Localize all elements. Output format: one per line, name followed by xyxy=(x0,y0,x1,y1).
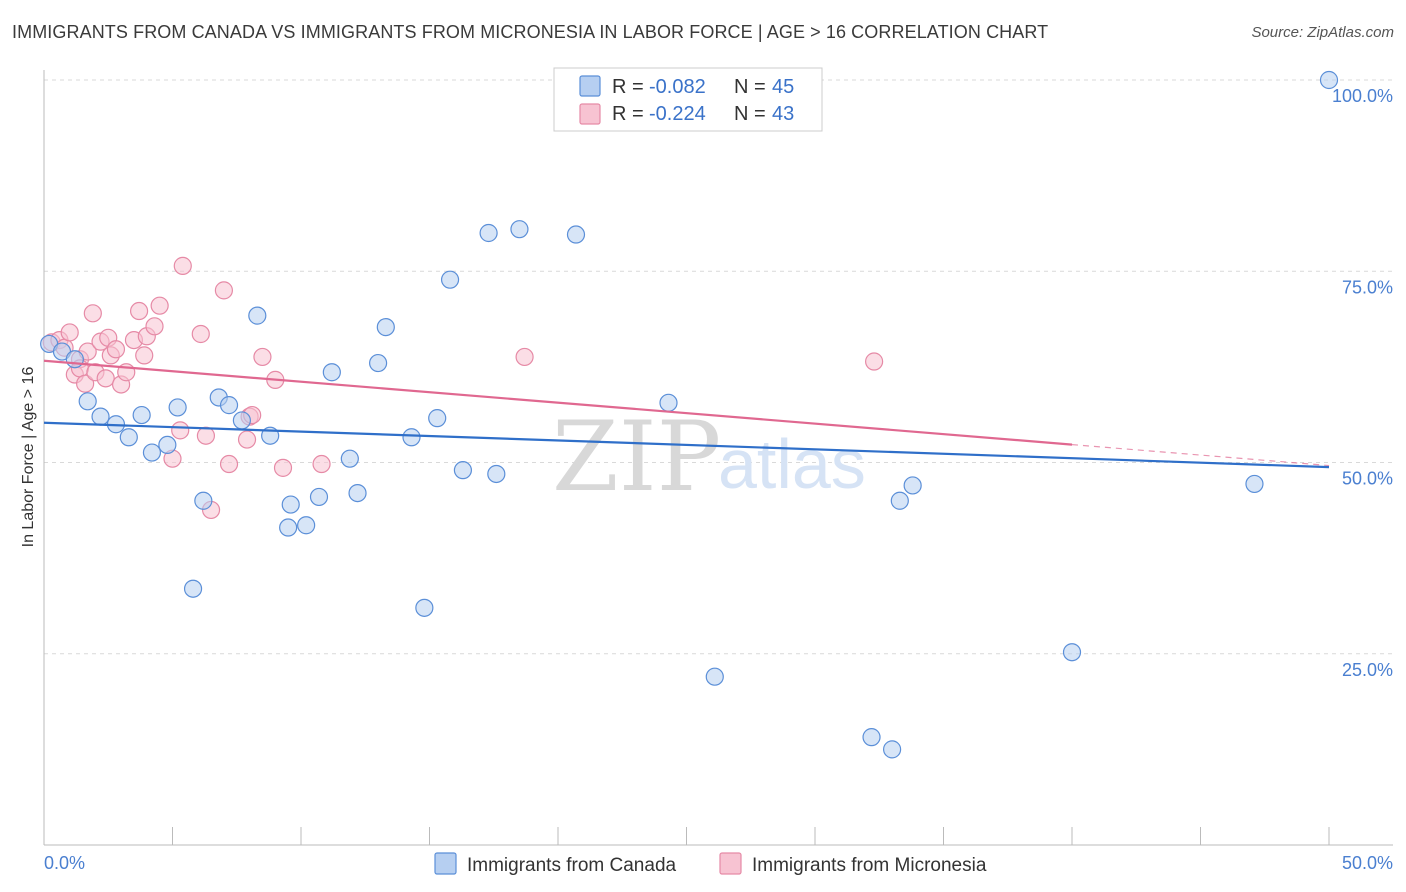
trend-lines xyxy=(43,359,1330,469)
point-micronesia-7 xyxy=(76,374,95,393)
point-micronesia-9 xyxy=(83,304,102,323)
point-canada-19 xyxy=(279,518,298,537)
point-micronesia-39 xyxy=(515,347,534,367)
watermark-atlas: atlas xyxy=(718,425,866,503)
point-canada-4 xyxy=(91,407,110,426)
legend-n-value-micronesia: 43 xyxy=(772,103,794,125)
point-canada-9 xyxy=(158,435,177,455)
point-canada-29 xyxy=(428,409,447,428)
point-canada-25 xyxy=(369,353,388,373)
point-canada-24 xyxy=(348,484,367,503)
point-canada-16 xyxy=(248,306,267,325)
point-canada-6 xyxy=(119,428,138,447)
point-micronesia-40 xyxy=(865,352,884,371)
point-micronesia-37 xyxy=(273,458,293,477)
point-canada-35 xyxy=(566,225,586,244)
point-micronesia-22 xyxy=(145,317,164,336)
point-canada-36 xyxy=(659,393,678,412)
point-micronesia-19 xyxy=(129,301,149,321)
trend-line-micronesia xyxy=(43,359,1073,446)
series-legend-label-micronesia: Immigrants from Micronesia xyxy=(752,855,987,876)
legend-n-label-canada: N = xyxy=(734,76,766,98)
point-canada-21 xyxy=(309,487,329,507)
point-micronesia-12 xyxy=(96,369,115,388)
grid-lines xyxy=(44,79,1393,655)
y-tick-label-25: 25.0% xyxy=(1342,660,1393,680)
point-canada-37 xyxy=(705,667,724,686)
point-micronesia-23 xyxy=(150,296,169,315)
point-canada-14 xyxy=(219,396,239,415)
legend-r-label-micronesia: R = xyxy=(612,103,644,125)
point-micronesia-27 xyxy=(191,324,210,344)
point-canada-44 xyxy=(1319,70,1339,90)
point-canada-10 xyxy=(168,398,187,417)
point-micronesia-3 xyxy=(60,323,79,342)
point-canada-40 xyxy=(890,491,909,510)
x-tick-label-0: 0.0% xyxy=(44,853,85,873)
point-canada-30 xyxy=(440,270,460,289)
axes xyxy=(43,70,1393,846)
point-canada-34 xyxy=(510,220,529,239)
stats-legend: R = -0.082 N = 45 R = -0.224 N = 43 xyxy=(553,67,823,132)
point-canada-43 xyxy=(1245,474,1264,494)
point-canada-2 xyxy=(65,350,84,369)
point-micronesia-31 xyxy=(219,454,239,474)
legend-r-value-micronesia: -0.224 xyxy=(649,103,706,125)
y-tick-label-100: 100.0% xyxy=(1332,86,1393,106)
series-legend: Immigrants from Canada Immigrants from M… xyxy=(434,852,987,876)
point-canada-22 xyxy=(322,363,341,382)
point-micronesia-35 xyxy=(253,347,272,367)
point-micronesia-28 xyxy=(196,426,216,445)
point-canada-38 xyxy=(862,728,881,747)
y-tick-labels: 25.0% 50.0% 75.0% 100.0% xyxy=(1332,86,1393,680)
point-canada-42 xyxy=(1062,643,1082,662)
point-micronesia-25 xyxy=(171,421,190,440)
point-canada-26 xyxy=(376,317,395,337)
trend-line-micronesia-extension xyxy=(1071,444,1330,467)
point-micronesia-32 xyxy=(237,430,257,449)
point-canada-20 xyxy=(297,516,316,535)
legend-swatch-canada xyxy=(579,75,601,97)
legend-n-label-micronesia: N = xyxy=(734,103,766,125)
point-micronesia-15 xyxy=(106,340,126,359)
legend-r-value-canada: -0.082 xyxy=(649,76,706,98)
point-canada-18 xyxy=(281,495,300,514)
x-tick-label-50: 50.0% xyxy=(1342,853,1393,873)
point-micronesia-38 xyxy=(312,454,331,474)
legend-n-value-canada: 45 xyxy=(772,76,794,98)
point-canada-7 xyxy=(132,405,151,425)
trend-line-canada xyxy=(43,421,1330,469)
point-micronesia-20 xyxy=(135,346,154,365)
series-legend-swatch-canada xyxy=(434,852,457,875)
point-canada-39 xyxy=(882,740,902,759)
series-legend-swatch-micronesia xyxy=(719,852,742,875)
x-ticks xyxy=(172,827,1330,845)
point-canada-27 xyxy=(402,428,421,447)
legend-r-label-canada: R = xyxy=(612,76,644,98)
point-canada-31 xyxy=(453,461,473,480)
point-canada-8 xyxy=(142,443,162,462)
point-canada-12 xyxy=(194,491,213,510)
point-canada-11 xyxy=(183,579,203,598)
y-tick-label-75: 75.0% xyxy=(1342,277,1393,297)
source-credit: Source: ZipAtlas.com xyxy=(1251,24,1394,41)
point-canada-41 xyxy=(903,476,922,495)
watermark-zip: ZIP xyxy=(552,401,721,513)
chart-title: IMMIGRANTS FROM CANADA VS IMMIGRANTS FRO… xyxy=(12,22,1049,42)
point-canada-28 xyxy=(415,598,434,617)
point-canada-33 xyxy=(487,464,506,484)
point-canada-32 xyxy=(479,223,498,243)
y-tick-label-50: 50.0% xyxy=(1342,469,1393,489)
point-canada-15 xyxy=(232,411,251,430)
watermark: ZIP atlas xyxy=(552,401,866,513)
point-canada-23 xyxy=(340,449,359,468)
point-micronesia-30 xyxy=(214,281,233,300)
y-axis-title: In Labor Force | Age > 16 xyxy=(20,367,37,548)
legend-swatch-micronesia xyxy=(579,103,601,125)
point-canada-3 xyxy=(78,392,97,411)
point-micronesia-26 xyxy=(173,256,192,275)
series-legend-label-canada: Immigrants from Canada xyxy=(467,855,677,876)
